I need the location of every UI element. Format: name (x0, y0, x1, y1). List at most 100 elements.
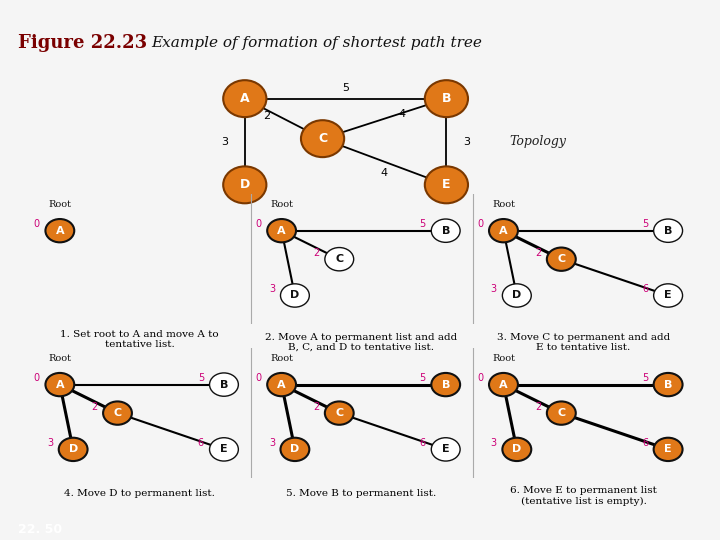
Text: D: D (512, 291, 521, 300)
Ellipse shape (425, 166, 468, 203)
Ellipse shape (45, 373, 74, 396)
Ellipse shape (489, 373, 518, 396)
Text: E: E (665, 291, 672, 300)
Text: Root: Root (48, 354, 71, 363)
Text: 4: 4 (398, 109, 405, 119)
Text: C: C (318, 132, 327, 145)
Text: E: E (665, 444, 672, 454)
Text: C: C (336, 408, 343, 418)
Text: E: E (442, 444, 449, 454)
Ellipse shape (210, 373, 238, 396)
Text: A: A (277, 380, 286, 389)
Text: 2: 2 (313, 402, 319, 411)
Text: 5: 5 (642, 373, 648, 383)
Text: B: B (441, 92, 451, 105)
Ellipse shape (223, 166, 266, 203)
Text: D: D (512, 444, 521, 454)
Text: 5: 5 (420, 373, 426, 383)
Text: E: E (442, 178, 451, 191)
Ellipse shape (301, 120, 344, 157)
Text: 0: 0 (256, 219, 261, 229)
Text: B: B (441, 380, 450, 389)
Text: A: A (499, 380, 508, 389)
Text: C: C (114, 408, 122, 418)
Ellipse shape (281, 438, 310, 461)
Text: 22. 50: 22. 50 (18, 523, 62, 536)
Text: 2. Move A to permanent list and add
B, C, and D to tentative list.: 2. Move A to permanent list and add B, C… (265, 333, 458, 352)
Text: Figure 22.23: Figure 22.23 (18, 33, 147, 52)
Text: A: A (240, 92, 250, 105)
Text: C: C (557, 408, 565, 418)
Text: 0: 0 (477, 373, 483, 383)
Text: 6: 6 (642, 284, 648, 294)
Ellipse shape (431, 373, 460, 396)
Ellipse shape (325, 247, 354, 271)
Text: Topology: Topology (510, 135, 567, 148)
Ellipse shape (210, 438, 238, 461)
Text: Root: Root (270, 200, 293, 210)
Text: C: C (336, 254, 343, 264)
Ellipse shape (654, 284, 683, 307)
Ellipse shape (59, 438, 88, 461)
Ellipse shape (223, 80, 266, 117)
Text: 5: 5 (198, 373, 204, 383)
Text: A: A (55, 380, 64, 389)
Ellipse shape (103, 401, 132, 425)
Text: B: B (664, 226, 672, 235)
Text: A: A (55, 226, 64, 235)
Ellipse shape (547, 247, 576, 271)
Text: D: D (290, 291, 300, 300)
Ellipse shape (503, 284, 531, 307)
Text: A: A (499, 226, 508, 235)
Text: 4: 4 (381, 167, 388, 178)
Text: 3: 3 (490, 284, 497, 294)
Text: B: B (441, 226, 450, 235)
Text: 0: 0 (34, 373, 40, 383)
Text: 3: 3 (221, 137, 228, 147)
Text: 2: 2 (313, 248, 319, 258)
Ellipse shape (425, 80, 468, 117)
Text: 3: 3 (463, 137, 470, 147)
Text: 3. Move C to permanent and add
E to tentative list.: 3. Move C to permanent and add E to tent… (497, 333, 670, 352)
Ellipse shape (503, 438, 531, 461)
Text: 2: 2 (535, 402, 541, 411)
Ellipse shape (325, 401, 354, 425)
Ellipse shape (547, 401, 576, 425)
Text: 5: 5 (642, 219, 648, 229)
Text: B: B (220, 380, 228, 389)
Ellipse shape (654, 219, 683, 242)
Text: 5: 5 (342, 83, 349, 93)
Text: D: D (68, 444, 78, 454)
Text: 3: 3 (47, 438, 53, 448)
Text: D: D (240, 178, 250, 191)
Text: 3: 3 (269, 284, 275, 294)
Text: 5. Move B to permanent list.: 5. Move B to permanent list. (287, 489, 436, 498)
Text: 1. Set root to A and move A to
tentative list.: 1. Set root to A and move A to tentative… (60, 330, 219, 349)
Text: 2: 2 (91, 402, 97, 411)
Text: A: A (277, 226, 286, 235)
Text: 3: 3 (490, 438, 497, 448)
Text: 0: 0 (477, 219, 483, 229)
Text: Root: Root (270, 354, 293, 363)
Ellipse shape (431, 219, 460, 242)
Text: 2: 2 (535, 248, 541, 258)
Text: D: D (290, 444, 300, 454)
Ellipse shape (45, 219, 74, 242)
Text: E: E (220, 444, 228, 454)
Text: 0: 0 (34, 219, 40, 229)
Text: Root: Root (48, 200, 71, 210)
Text: Root: Root (492, 354, 515, 363)
Ellipse shape (654, 373, 683, 396)
Ellipse shape (654, 438, 683, 461)
Text: 5: 5 (420, 219, 426, 229)
Text: 3: 3 (269, 438, 275, 448)
Ellipse shape (489, 219, 518, 242)
Ellipse shape (267, 219, 296, 242)
Text: Root: Root (492, 200, 515, 210)
Text: 4. Move D to permanent list.: 4. Move D to permanent list. (64, 489, 215, 498)
Text: 6. Move E to permanent list
(tentative list is empty).: 6. Move E to permanent list (tentative l… (510, 487, 657, 506)
Text: 2: 2 (263, 111, 270, 120)
Text: C: C (557, 254, 565, 264)
Text: 6: 6 (198, 438, 204, 448)
Text: B: B (664, 380, 672, 389)
